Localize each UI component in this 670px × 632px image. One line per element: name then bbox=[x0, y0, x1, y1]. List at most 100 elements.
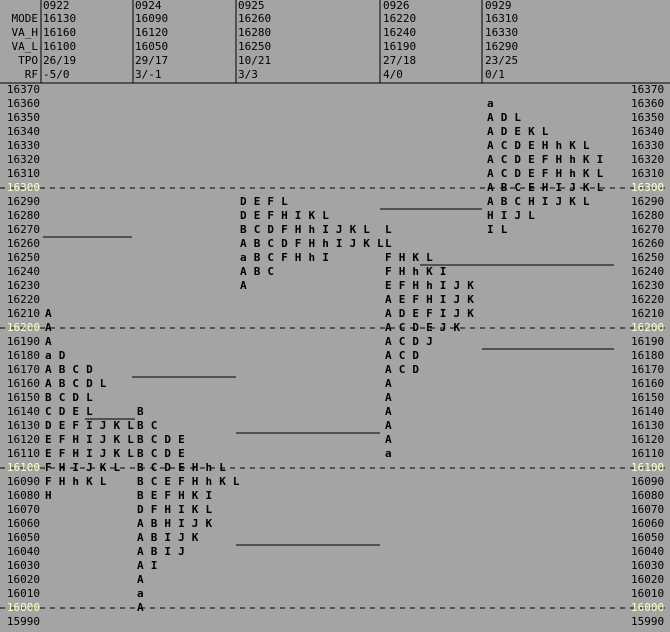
tpo-letter: E bbox=[72, 405, 79, 418]
price-label: 16340 bbox=[631, 125, 664, 138]
tpo-letter: a bbox=[45, 349, 52, 362]
tpo-letter: L bbox=[233, 475, 240, 488]
tpo-letter: D bbox=[399, 307, 406, 320]
tpo-letter: C bbox=[514, 181, 521, 194]
tpo-letter: C bbox=[501, 139, 508, 152]
price-label: 16350 bbox=[7, 111, 40, 124]
tpo-letter: I bbox=[322, 223, 329, 236]
tpo-letter: K bbox=[206, 517, 213, 530]
tpo-letter: C bbox=[501, 153, 508, 166]
tpo-letter: I bbox=[164, 531, 171, 544]
price-label: 16220 bbox=[631, 293, 664, 306]
header-value: 16260 bbox=[238, 12, 271, 25]
tpo-letter: B bbox=[137, 433, 144, 446]
header-value: 23/25 bbox=[485, 54, 518, 67]
tpo-letter: K bbox=[114, 447, 121, 460]
tpo-letter: C bbox=[45, 405, 52, 418]
tpo-letter: H bbox=[295, 251, 302, 264]
price-label: 16130 bbox=[7, 419, 40, 432]
price-label: 16290 bbox=[631, 195, 664, 208]
tpo-letter: J bbox=[178, 545, 185, 558]
tpo-letter: h bbox=[426, 279, 433, 292]
header-value: 16290 bbox=[485, 40, 518, 53]
tpo-letter: I bbox=[178, 503, 185, 516]
tpo-letter: J bbox=[454, 307, 461, 320]
price-label: 16000 bbox=[631, 601, 664, 614]
tpo-letter: I bbox=[556, 181, 563, 194]
header-value: 16280 bbox=[238, 26, 271, 39]
tpo-letter: H bbox=[192, 475, 199, 488]
tpo-letter: D bbox=[412, 349, 419, 362]
price-label: 16010 bbox=[7, 587, 40, 600]
tpo-row: A bbox=[45, 321, 52, 334]
tpo-letter: E bbox=[412, 307, 419, 320]
tpo-letter: L bbox=[363, 223, 370, 236]
tpo-letter: h bbox=[309, 223, 316, 236]
header-value: 27/18 bbox=[383, 54, 416, 67]
tpo-letter: L bbox=[514, 111, 521, 124]
tpo-letter: F bbox=[45, 475, 52, 488]
tpo-letter: F bbox=[412, 293, 419, 306]
price-label: 16290 bbox=[7, 195, 40, 208]
tpo-letter: H bbox=[72, 447, 79, 460]
tpo-letter: D bbox=[137, 503, 144, 516]
tpo-letter: J bbox=[86, 461, 93, 474]
price-label: 16210 bbox=[7, 307, 40, 320]
price-label: 16320 bbox=[631, 153, 664, 166]
price-label: 16080 bbox=[7, 489, 40, 502]
date-label: 0929 bbox=[485, 0, 512, 12]
row-label: MODE bbox=[12, 12, 39, 25]
tpo-letter: A bbox=[385, 433, 392, 446]
tpo-letter: L bbox=[281, 195, 288, 208]
tpo-letter: J bbox=[178, 531, 185, 544]
tpo-letter: J bbox=[192, 517, 199, 530]
tpo-letter: h bbox=[569, 153, 576, 166]
tpo-letter: J bbox=[100, 419, 107, 432]
tpo-letter: A bbox=[45, 307, 52, 320]
tpo-letter: D bbox=[240, 209, 247, 222]
price-label: 16140 bbox=[631, 405, 664, 418]
tpo-letter: C bbox=[59, 391, 66, 404]
tpo-letter: D bbox=[501, 111, 508, 124]
row-label: RF bbox=[25, 68, 38, 81]
tpo-letter: C bbox=[267, 251, 274, 264]
tpo-letter: F bbox=[59, 433, 66, 446]
tpo-letter: A bbox=[487, 111, 494, 124]
tpo-letter: E bbox=[164, 475, 171, 488]
tpo-row: a bbox=[137, 587, 144, 600]
tpo-letter: E bbox=[178, 447, 185, 460]
price-label: 16000 bbox=[7, 601, 40, 614]
price-label: 16220 bbox=[7, 293, 40, 306]
tpo-letter: H bbox=[295, 223, 302, 236]
price-label: 16120 bbox=[7, 433, 40, 446]
tpo-letter: H bbox=[45, 489, 52, 502]
tpo-letter: K bbox=[583, 181, 590, 194]
tpo-letter: A bbox=[487, 195, 494, 208]
price-label: 16170 bbox=[7, 363, 40, 376]
tpo-letter: B bbox=[137, 461, 144, 474]
tpo-letter: D bbox=[501, 125, 508, 138]
tpo-letter: L bbox=[583, 195, 590, 208]
price-label: 16070 bbox=[631, 503, 664, 516]
price-label: 16190 bbox=[631, 335, 664, 348]
price-label: 16110 bbox=[7, 447, 40, 460]
header-value: 16310 bbox=[485, 12, 518, 25]
tpo-row: A bbox=[137, 601, 144, 614]
price-label: 16170 bbox=[631, 363, 664, 376]
tpo-letter: A bbox=[385, 391, 392, 404]
price-label: 16160 bbox=[631, 377, 664, 390]
header-value: 26/19 bbox=[43, 54, 76, 67]
date-label: 0924 bbox=[135, 0, 162, 12]
tpo-row: L bbox=[385, 237, 392, 250]
tpo-letter: K bbox=[192, 489, 199, 502]
tpo-letter: B bbox=[151, 545, 158, 558]
